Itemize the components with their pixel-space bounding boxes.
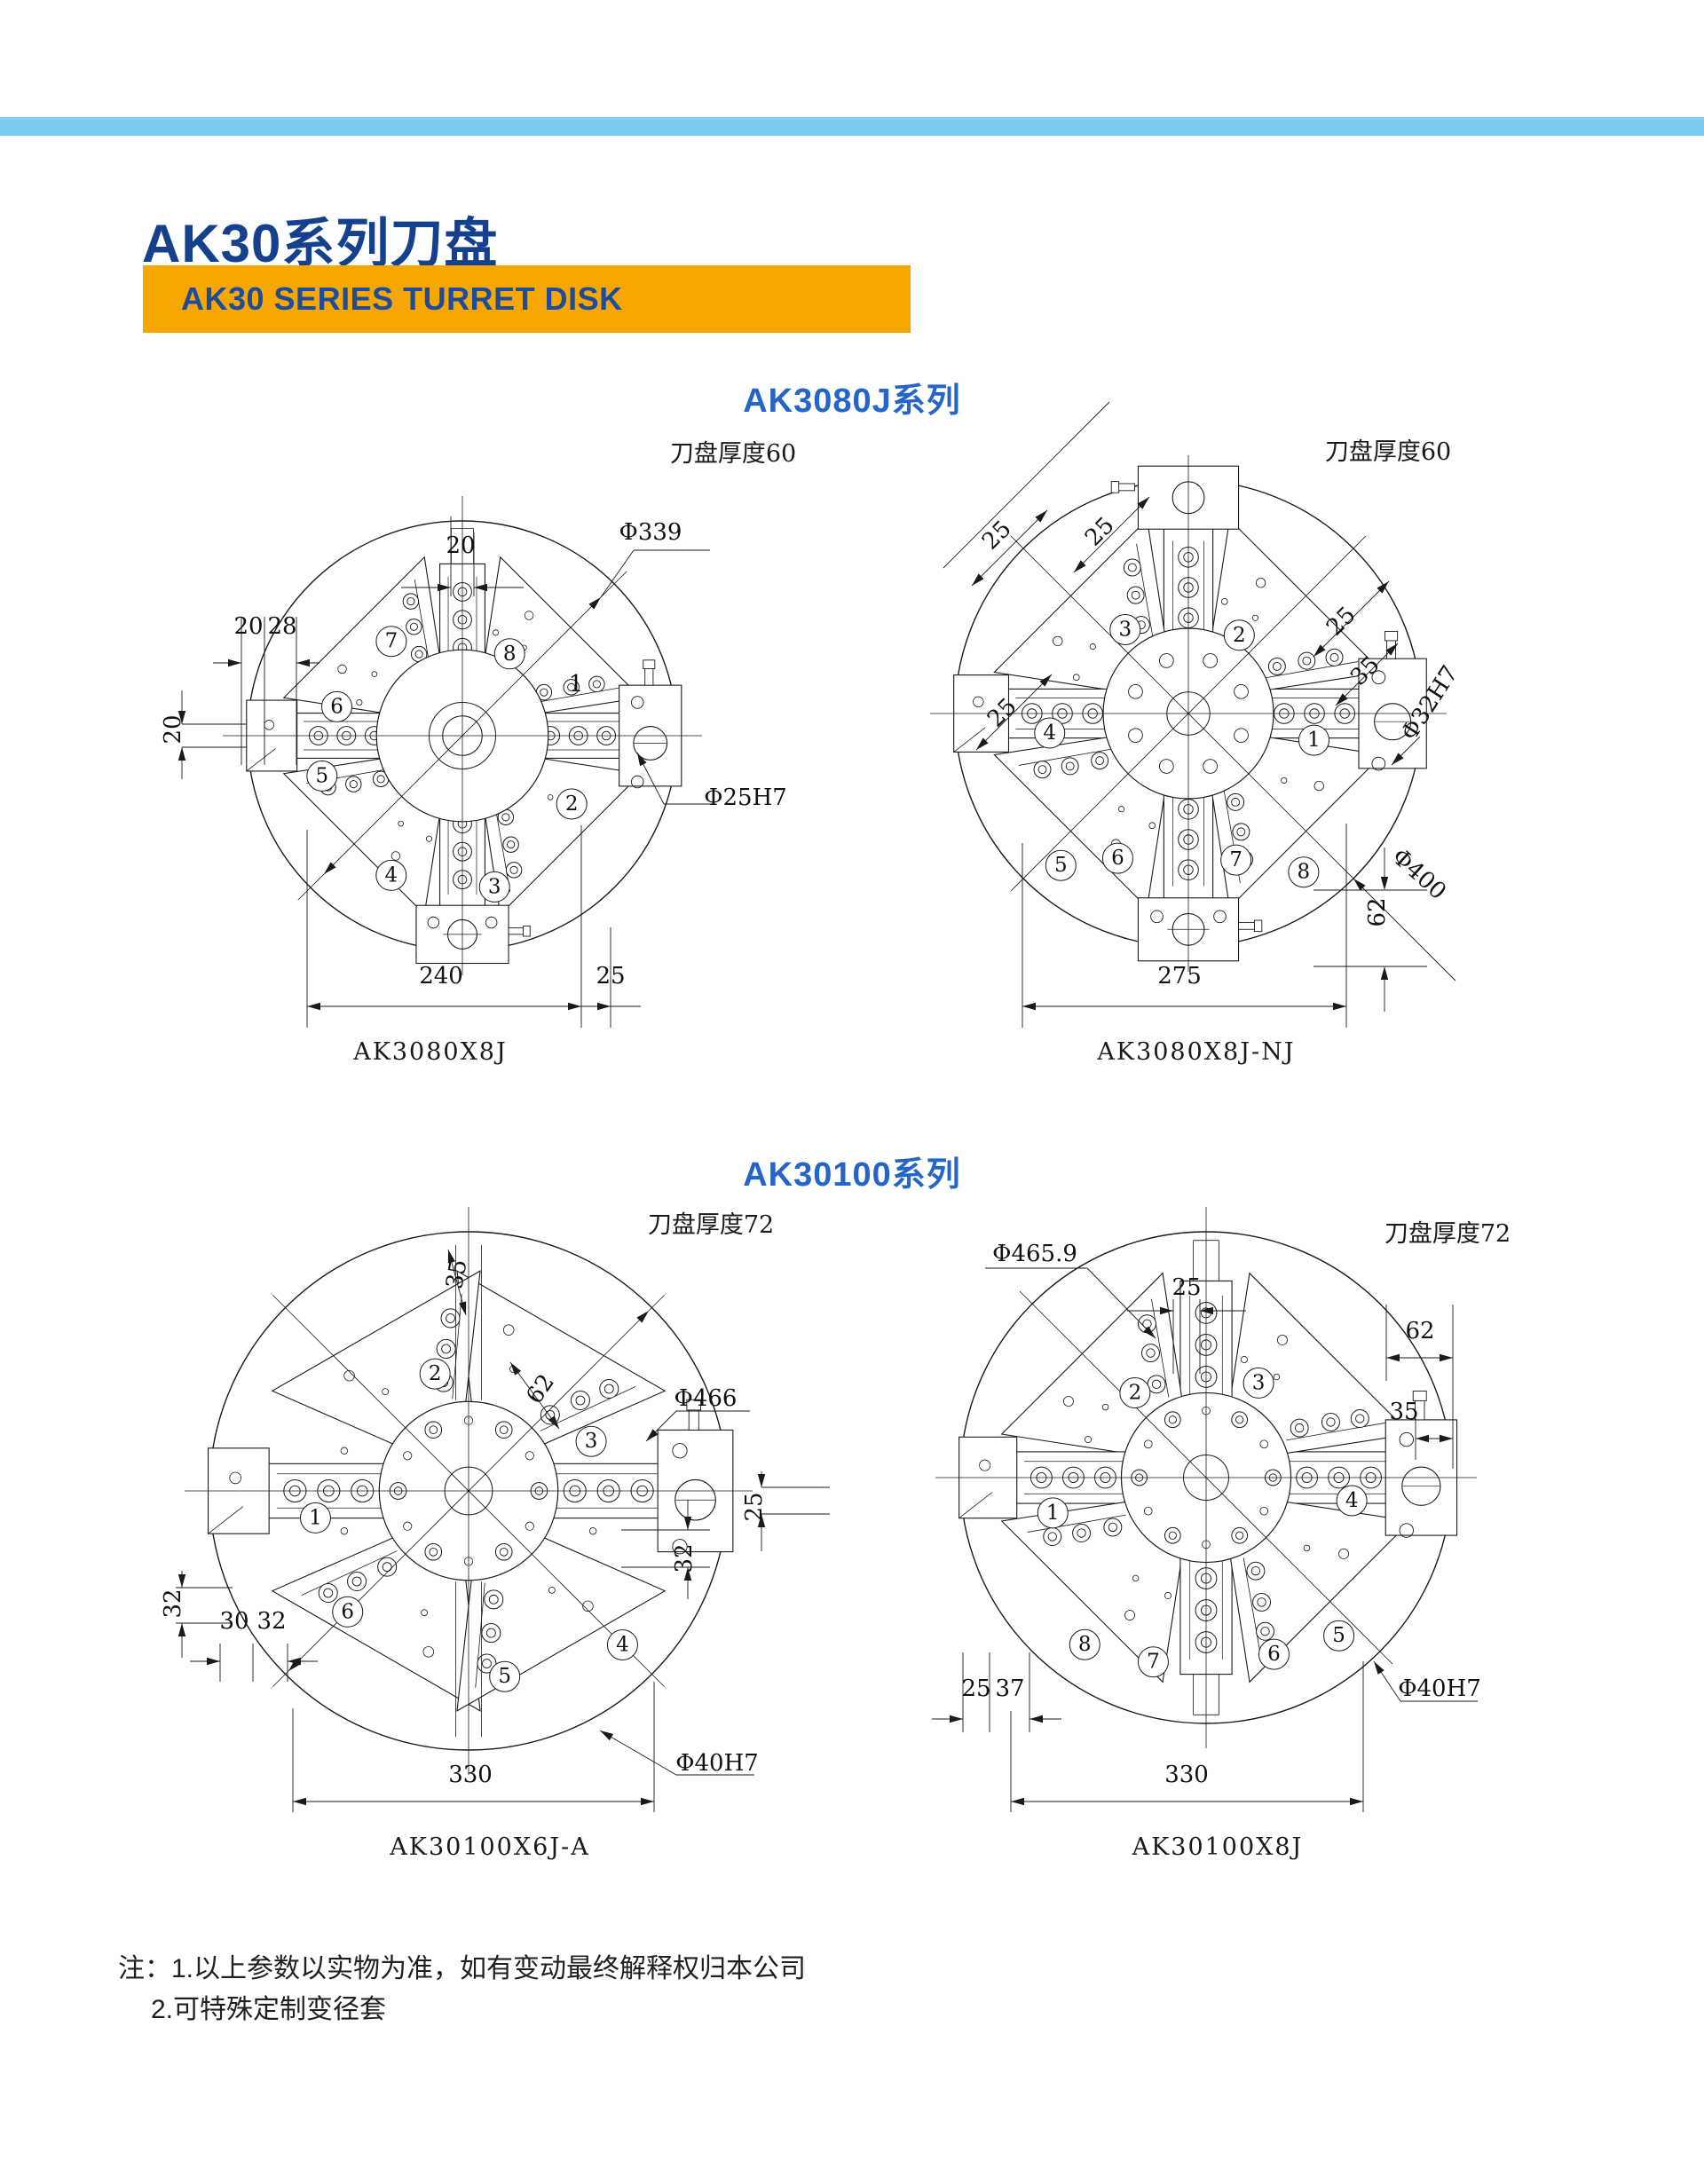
dim-label: 6 — [1267, 1643, 1281, 1666]
dim-label: 32 — [160, 1589, 186, 1618]
dim-label: 7 — [385, 630, 398, 653]
dim-label: 1 — [1307, 729, 1321, 752]
dim-label: 4 — [384, 863, 398, 887]
dim-label: 3 — [1252, 1371, 1266, 1394]
dim-label: 35 — [441, 1258, 472, 1291]
dim-label: 32 — [256, 1608, 286, 1635]
series-banner: AK30 SERIES TURRET DISK — [143, 265, 911, 333]
dim-label: 3 — [488, 875, 501, 898]
dim-label: 25 — [741, 1492, 768, 1521]
dim-label: 8 — [1298, 861, 1311, 884]
section-heading-ak30100: AK30100系列 — [743, 1156, 961, 1194]
thickness-label-1: 刀盘厚度60 — [669, 440, 797, 468]
dim-label: Φ40H7 — [1398, 1675, 1481, 1702]
dim-label: 35 — [1389, 1399, 1418, 1425]
dim-label: 240 — [419, 963, 463, 990]
dim-label: 1 — [569, 671, 584, 698]
figure-caption-3: AK30100X6J-A — [390, 1833, 590, 1861]
turret-drawing-AK3080X8J: 2 3 4 5 6 7 8 — [223, 496, 702, 975]
dim-label: 8 — [1078, 1633, 1092, 1656]
dim-label: 25 — [1172, 1274, 1201, 1301]
dim-label: 25 — [596, 963, 625, 990]
thickness-label-2: 刀盘厚度60 — [1324, 438, 1452, 466]
dim-label: 1 — [1046, 1502, 1060, 1525]
section-heading-ak3080j: AK3080J系列 — [743, 382, 961, 420]
dim-label: 7 — [1229, 848, 1242, 871]
dim-label: Φ465.9 — [992, 1241, 1077, 1267]
dim-label: 3 — [585, 1430, 598, 1453]
dim-label: 5 — [1054, 854, 1068, 877]
dim-label: 28 — [267, 613, 296, 640]
turret-drawing-AK30100X8J: 1 2 3 4 5 6 7 8 — [935, 1207, 1477, 1748]
dim-label: 62 — [1405, 1318, 1434, 1344]
dim-label: 4 — [1345, 1489, 1359, 1512]
dim-label: 3 — [1118, 618, 1132, 641]
dim-label: 62 — [1364, 897, 1391, 926]
thickness-label-4: 刀盘厚度72 — [1384, 1220, 1511, 1248]
dim-label: Φ25H7 — [704, 785, 787, 811]
dim-label: 20 — [233, 613, 263, 640]
dim-label: Φ40H7 — [675, 1750, 759, 1777]
dim-label: 6 — [341, 1600, 354, 1623]
footnote-prefix: 注： — [118, 1954, 171, 1983]
dim-label: 5 — [315, 764, 328, 787]
dim-label: 7 — [1147, 1651, 1160, 1674]
dim-label: 30 — [219, 1608, 248, 1635]
dim-label: 4 — [616, 1633, 629, 1656]
dim-label: 330 — [1164, 1762, 1209, 1788]
dim-label: 5 — [1332, 1624, 1345, 1647]
dim-label: 2 — [1233, 624, 1246, 647]
dim-label: 275 — [1157, 963, 1202, 990]
turret-drawing-AK3080X8J-NJ: 1 2 3 4 5 6 7 8 — [930, 455, 1447, 972]
dim-label: Φ339 — [619, 519, 682, 546]
dim-label: 20 — [160, 714, 186, 744]
turret-drawing-AK30100X6J-A: 1 2 3 4 5 6 — [185, 1207, 753, 1775]
series-banner-text: AK30 SERIES TURRET DISK — [181, 280, 623, 317]
dim-label: 1 — [309, 1506, 322, 1529]
footnote-line-2: 2.可特殊定制变径套 — [151, 1995, 387, 2024]
dim-label: 32 — [671, 1543, 698, 1573]
dim-label: 2 — [1129, 1382, 1142, 1405]
page-title: AK30系列刀盘 — [142, 214, 499, 273]
figure-caption-4: AK30100X8J — [1132, 1833, 1304, 1861]
footnote-line-1: 注：1.以上参数以实物为准，如有变动最终解释权归本公司 — [118, 1949, 806, 1990]
dim-label: 25 — [977, 516, 1017, 556]
dim-label: 25 — [1080, 512, 1120, 552]
dim-label: 2 — [429, 1362, 442, 1385]
dim-label: Φ466 — [674, 1385, 738, 1412]
dim-label: 20 — [446, 532, 475, 559]
dim-label: 6 — [1111, 847, 1124, 870]
figure-caption-2: AK3080X8J-NJ — [1097, 1038, 1296, 1066]
dim-label: Φ400 — [1386, 843, 1451, 905]
dim-label: 37 — [995, 1675, 1024, 1702]
dim-label: 25 — [961, 1675, 990, 1702]
dim-label: 4 — [1043, 721, 1056, 745]
dim-label: 2 — [565, 792, 579, 816]
dim-label: 6 — [330, 695, 343, 718]
thickness-label-3: 刀盘厚度72 — [647, 1211, 775, 1239]
footnote-text-1: 1.以上参数以实物为准，如有变动最终解释权归本公司 — [171, 1954, 807, 1983]
figure-caption-1: AK3080X8J — [353, 1038, 508, 1066]
top-accent-bar — [0, 117, 1704, 136]
dim-label: 5 — [498, 1665, 511, 1688]
dim-label: 8 — [503, 643, 517, 666]
footnotes: 注：1.以上参数以实物为准，如有变动最终解释权归本公司 2.可特殊定制变径套 — [118, 1949, 806, 2030]
dim-label: 330 — [448, 1762, 493, 1788]
